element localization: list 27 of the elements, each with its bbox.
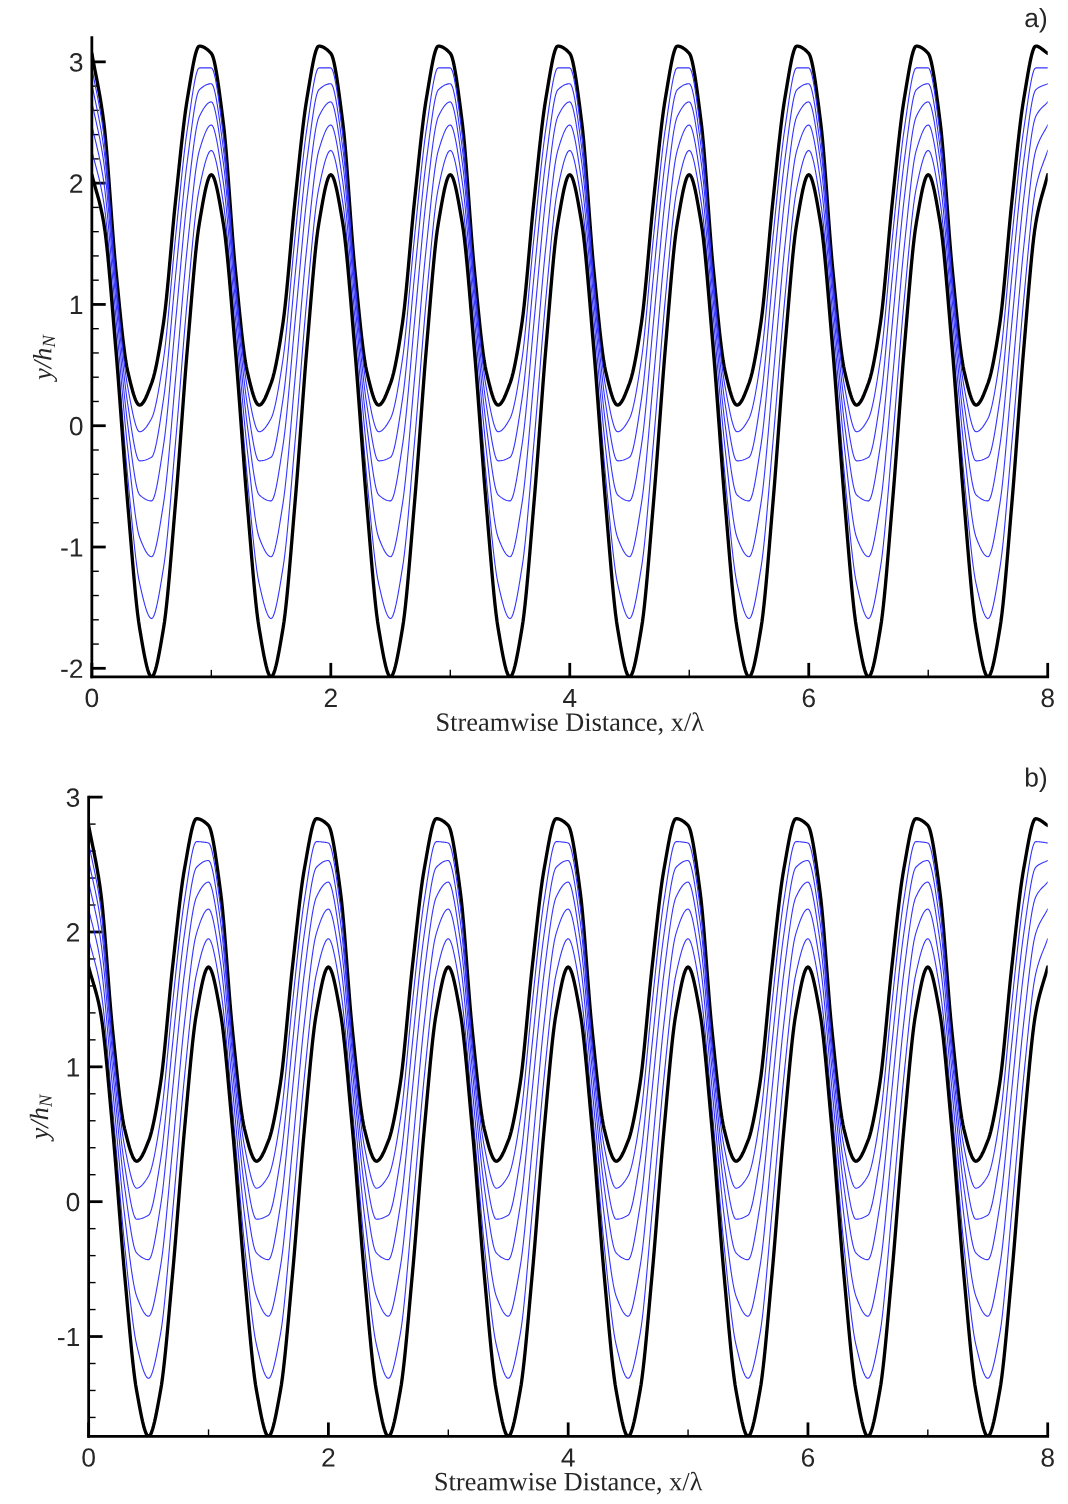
x-tick-label: 0 xyxy=(82,1448,95,1467)
y-tick-label: 0 xyxy=(69,416,83,436)
y-tick-label: 0 xyxy=(66,1192,80,1212)
x-tick-label: 8 xyxy=(1041,1448,1054,1467)
y-tick-label: 1 xyxy=(67,1058,80,1077)
x-axis-title: Streamwise Distance, x/λ xyxy=(435,1471,703,1495)
y-tick-label: 1 xyxy=(70,295,83,314)
text: a) xyxy=(1025,7,1047,33)
x-tick-label: 0 xyxy=(85,688,99,708)
x-tick-label: 6 xyxy=(801,1448,815,1467)
x-tick-label: 8 xyxy=(1041,688,1054,708)
x-tick-label: 4 xyxy=(561,1448,575,1467)
y-tick-label: 3 xyxy=(69,52,83,72)
x-tick-label: 6 xyxy=(802,688,815,708)
x-tick-label: 2 xyxy=(324,688,337,708)
text: b) xyxy=(1025,767,1047,792)
y-tick-label: 2 xyxy=(66,923,79,942)
x-axis-title: Streamwise Distance, x/λ xyxy=(437,712,704,735)
y-tick-label: -1 xyxy=(61,538,83,557)
x-tick-label: 2 xyxy=(322,1448,335,1467)
y-axis-title: y/h$_{N}$ xyxy=(33,334,57,383)
y-tick-label: 2 xyxy=(70,174,83,193)
y-axis-title: y/h$_{N}$ xyxy=(29,1093,54,1142)
x-tick-label: 4 xyxy=(563,688,577,708)
y-tick-label: -2 xyxy=(61,659,83,678)
y-tick-label: 3 xyxy=(66,788,80,807)
y-tick-label: -1 xyxy=(58,1327,80,1347)
